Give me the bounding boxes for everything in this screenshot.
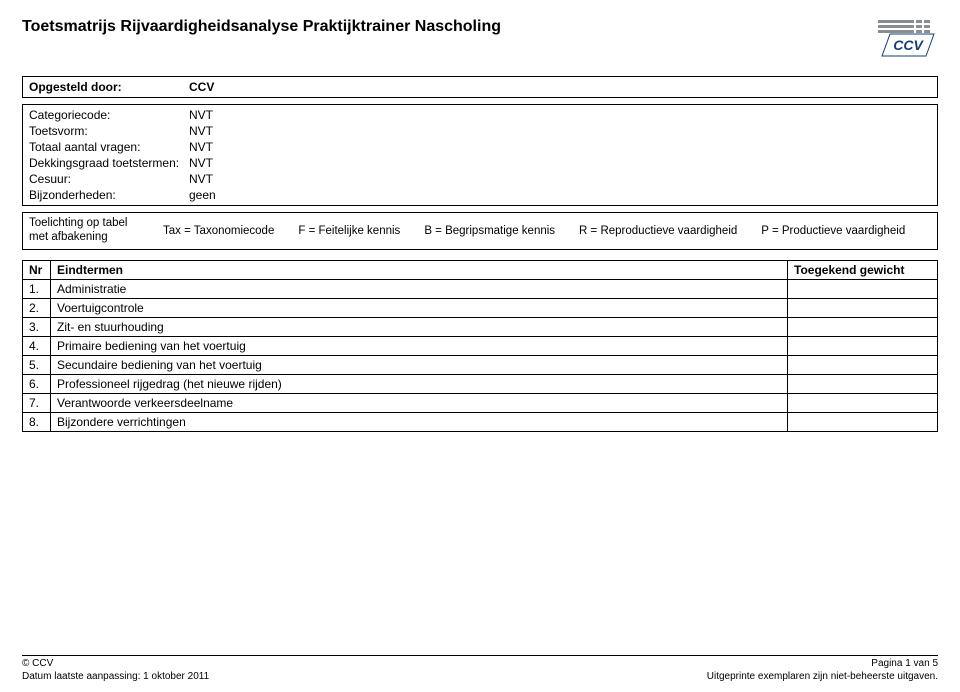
legend-item: P = Productieve vaardigheid (761, 225, 905, 237)
table-row: 6.Professioneel rijgedrag (het nieuwe ri… (23, 374, 938, 393)
logo-text: CCV (893, 37, 924, 53)
cell-term: Verantwoorde verkeersdeelname (51, 393, 788, 412)
cell-weight (788, 374, 938, 393)
cell-weight (788, 336, 938, 355)
table-row: 1.Administratie (23, 279, 938, 298)
footer-disclaimer: Uitgeprinte exemplaren zijn niet-beheers… (707, 671, 938, 682)
meta-value: NVT (189, 156, 931, 170)
opgesteld-label: Opgesteld door: (29, 80, 189, 94)
footer-page: Pagina 1 van 5 (871, 658, 938, 669)
table-row: 8.Bijzondere verrichtingen (23, 412, 938, 431)
meta-value: NVT (189, 108, 931, 122)
meta-value: NVT (189, 172, 931, 186)
footer-copyright: © CCV (22, 658, 53, 669)
cell-nr: 7. (23, 393, 51, 412)
page-title: Toetsmatrijs Rijvaardigheidsanalyse Prak… (22, 18, 501, 36)
meta-label: Totaal aantal vragen: (29, 140, 189, 154)
meta-label: Dekkingsgraad toetstermen: (29, 156, 189, 170)
cell-weight (788, 393, 938, 412)
cell-nr: 3. (23, 317, 51, 336)
cell-term: Bijzondere verrichtingen (51, 412, 788, 431)
legend-item: F = Feitelijke kennis (298, 225, 400, 237)
legend-item: B = Begripsmatige kennis (424, 225, 555, 237)
cell-nr: 8. (23, 412, 51, 431)
eindtermen-table: Nr Eindtermen Toegekend gewicht 1.Admini… (22, 260, 938, 432)
cell-weight (788, 298, 938, 317)
table-row: 7.Verantwoorde verkeersdeelname (23, 393, 938, 412)
table-row: 3.Zit- en stuurhouding (23, 317, 938, 336)
meta-value: NVT (189, 140, 931, 154)
cell-term: Secundaire bediening van het voertuig (51, 355, 788, 374)
meta-value: NVT (189, 124, 931, 138)
cell-weight (788, 279, 938, 298)
cell-nr: 1. (23, 279, 51, 298)
legend-item: R = Reproductieve vaardigheid (579, 225, 737, 237)
legend-box: Toelichting op tabel met afbakening Tax … (22, 212, 938, 250)
col-header-nr: Nr (23, 260, 51, 279)
cell-weight (788, 317, 938, 336)
table-row: 4.Primaire bediening van het voertuig (23, 336, 938, 355)
cell-term: Professioneel rijgedrag (het nieuwe rijd… (51, 374, 788, 393)
cell-term: Zit- en stuurhouding (51, 317, 788, 336)
meta-box: Categoriecode:NVTToetsvorm:NVTTotaal aan… (22, 104, 938, 206)
opgesteld-value: CCV (189, 80, 931, 94)
cell-term: Administratie (51, 279, 788, 298)
footer-date: Datum laatste aanpassing: 1 oktober 2011 (22, 671, 209, 682)
col-header-term: Eindtermen (51, 260, 788, 279)
table-row: 2.Voertuigcontrole (23, 298, 938, 317)
page-footer: © CCV Pagina 1 van 5 Datum laatste aanpa… (0, 655, 960, 682)
cell-nr: 4. (23, 336, 51, 355)
meta-label: Toetsvorm: (29, 124, 189, 138)
meta-label: Bijzonderheden: (29, 188, 189, 202)
col-header-weight: Toegekend gewicht (788, 260, 938, 279)
cell-weight (788, 355, 938, 374)
meta-label: Cesuur: (29, 172, 189, 186)
cell-nr: 2. (23, 298, 51, 317)
ccv-logo: CCV (878, 18, 938, 58)
cell-term: Voertuigcontrole (51, 298, 788, 317)
legend-title: Toelichting op tabel met afbakening (29, 217, 139, 245)
cell-weight (788, 412, 938, 431)
cell-nr: 6. (23, 374, 51, 393)
meta-label: Categoriecode: (29, 108, 189, 122)
cell-nr: 5. (23, 355, 51, 374)
cell-term: Primaire bediening van het voertuig (51, 336, 788, 355)
opgesteld-box: Opgesteld door: CCV (22, 76, 938, 98)
table-row: 5.Secundaire bediening van het voertuig (23, 355, 938, 374)
legend-item: Tax = Taxonomiecode (163, 225, 274, 237)
meta-value: geen (189, 188, 931, 202)
